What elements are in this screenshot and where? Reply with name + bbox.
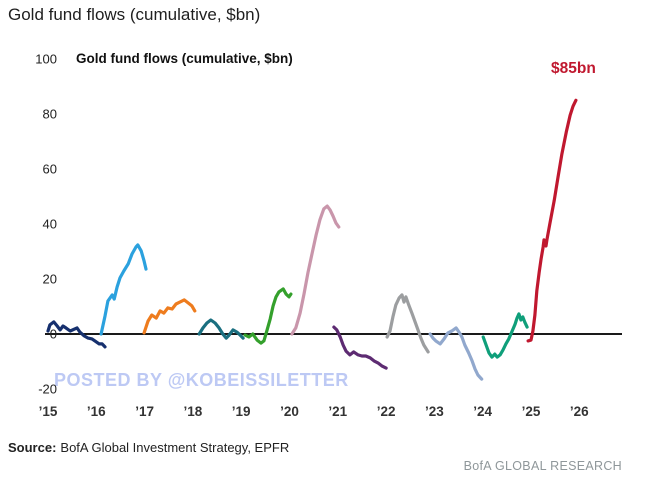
- series-line-2022: [385, 293, 430, 354]
- series-line-2020: [290, 204, 341, 336]
- y-tick-label: 40: [43, 217, 57, 232]
- y-tick-label: 60: [43, 162, 57, 177]
- y-tick-label: 0: [50, 327, 57, 342]
- series-line-2021: [332, 325, 388, 370]
- x-tick-label: ’26: [570, 404, 589, 419]
- series-line-2018: [197, 318, 245, 340]
- x-tick-label: ’17: [135, 404, 154, 419]
- x-tick-label: ’16: [87, 404, 106, 419]
- x-tick-label: ’15: [39, 404, 58, 419]
- chart-inner-title: Gold fund flows (cumulative, $bn): [76, 51, 293, 66]
- chart-annotation: $85bn: [551, 60, 596, 77]
- x-tick-label: ’25: [522, 404, 541, 419]
- x-tick-label: ’24: [473, 404, 492, 419]
- x-tick-label: ’21: [328, 404, 347, 419]
- series-line-2017: [142, 298, 197, 335]
- x-tick-label: ’23: [425, 404, 444, 419]
- brand-credit: BofA GLOBAL RESEARCH: [463, 459, 622, 473]
- source-label: Source:: [8, 440, 57, 455]
- y-tick-label: 100: [35, 52, 57, 67]
- series-line-2015: [46, 320, 107, 349]
- series-line-2024: [481, 312, 529, 359]
- x-tick-label: ’22: [377, 404, 396, 419]
- page-title: Gold fund flows (cumulative, $bn): [8, 5, 261, 24]
- y-tick-label: -20: [38, 382, 57, 397]
- series-line-2016: [99, 243, 148, 336]
- series-line-2019: [243, 287, 293, 345]
- series-line-2023: [428, 326, 484, 381]
- source-text: BofA Global Investment Strategy, EPFR: [60, 440, 290, 455]
- x-tick-label: ’18: [184, 404, 203, 419]
- y-tick-label: 80: [43, 107, 57, 122]
- watermark: POSTED BY @KOBEISSILETTER: [54, 370, 349, 390]
- series-line-2025: [526, 98, 578, 343]
- x-tick-label: ’20: [280, 404, 299, 419]
- y-tick-label: 20: [43, 272, 57, 287]
- source-line: Source: BofA Global Investment Strategy, …: [8, 440, 289, 455]
- x-tick-label: ’19: [232, 404, 251, 419]
